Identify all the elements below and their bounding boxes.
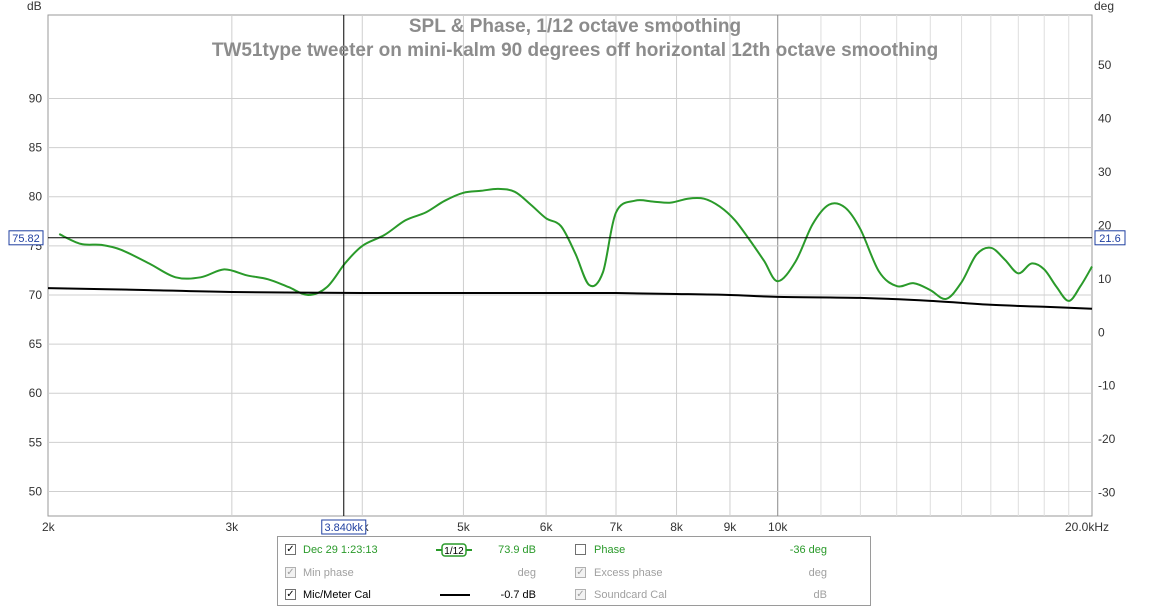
cursor-x-readout: 3.840kk	[325, 522, 364, 534]
legend-secondary-name[interactable]: Phase	[594, 544, 626, 556]
cursor-y-right-readout: 21.6	[1099, 233, 1120, 245]
cursor-y-right-readout-box	[1094, 230, 1126, 246]
y-right-tick-30: 30	[1098, 165, 1112, 179]
legend-checkbox[interactable]: ✓	[285, 589, 296, 600]
y-right-axis-ticks: -30 -20 -10 0 10 20 30 40 50	[1098, 58, 1116, 499]
cursor-y-left-readout-box	[8, 230, 44, 246]
y-right-tick--10: -10	[1098, 379, 1116, 393]
y-right-tick-10: 10	[1098, 272, 1112, 286]
chart-title: SPL & Phase, 1/12 octave smoothing	[409, 16, 741, 37]
x-tick-label-6k: 6k	[540, 520, 554, 534]
legend-smoothing-label: 1/12	[444, 546, 464, 557]
legend-row: ✓ Min phase deg ✓ Excess phase deg	[278, 562, 870, 584]
legend-secondary-value: deg	[808, 566, 827, 579]
y-left-tick-80: 80	[29, 190, 43, 204]
legend-series-name[interactable]: Dec 29 1:23:13	[303, 544, 378, 556]
x-tick-label-3k: 3k	[225, 520, 239, 534]
series-line-1	[47, 287, 1093, 310]
legend-checkbox[interactable]: ✓	[285, 566, 296, 578]
legend-secondary-value: -36 deg	[789, 544, 827, 556]
y-left-tick-60: 60	[29, 386, 43, 400]
series-line-0	[58, 187, 1093, 302]
legend-series-value: 73.9 dB	[498, 544, 536, 556]
legend-series-value: deg	[517, 566, 536, 579]
cursor-y-left-readout: 75.82	[12, 233, 40, 245]
y-right-tick-50: 50	[1098, 58, 1112, 72]
legend-panel: ✓ Dec 29 1:23:13 1/12 73.9 dB Phase -36 deg ✓ M…	[277, 536, 871, 606]
x-axis-ticks: 2k3k4k5k6k7k8k9k10k20.0kHz	[42, 520, 1109, 534]
y-right-tick-20: 20	[1098, 218, 1112, 232]
y-right-tick-0: 0	[1098, 325, 1105, 339]
legend-secondary-name[interactable]: Soundcard Cal	[594, 589, 667, 601]
legend-checkbox-secondary[interactable]: ✓	[575, 566, 586, 578]
x-tick-label-10k: 10k	[768, 520, 788, 534]
y-right-tick-40: 40	[1098, 112, 1112, 126]
legend-row: ✓ Dec 29 1:23:13 1/12 73.9 dB Phase -36 deg	[278, 539, 870, 561]
y-left-unit-label: dB	[27, 0, 42, 13]
legend-series-value: -0.7 dB	[500, 589, 536, 601]
data-series	[47, 187, 1093, 310]
legend-swatch[interactable]: 1/12	[436, 543, 472, 557]
legend-secondary-value: dB	[813, 589, 827, 601]
legend-series-name[interactable]: Mic/Meter Cal	[303, 589, 371, 601]
legend-swatch[interactable]	[436, 588, 472, 602]
legend-row: ✓ Mic/Meter Cal -0.7 dB ✓ Soundcard Cal dB	[278, 584, 870, 606]
y-left-tick-90: 90	[29, 92, 43, 106]
spl-phase-chart[interactable]: 2k3k4k5k6k7k8k9k10k20.0kHz 5055606570758…	[0, 0, 1150, 535]
legend-checkbox[interactable]: ✓	[285, 544, 296, 555]
y-left-tick-65: 65	[29, 337, 43, 351]
plot-area[interactable]	[47, 14, 1093, 517]
chart-subtitle: TW51type tweeter on mini-kalm 90 degrees…	[212, 40, 938, 61]
y-right-unit-label: deg	[1094, 0, 1114, 13]
y-left-tick-55: 55	[29, 435, 43, 449]
legend-secondary-name[interactable]: Excess phase	[594, 566, 663, 579]
x-tick-label-20.0kHz: 20.0kHz	[1065, 520, 1109, 534]
legend-checkbox-secondary[interactable]: ✓	[575, 589, 586, 600]
y-right-tick--20: -20	[1098, 432, 1116, 446]
y-left-tick-50: 50	[29, 484, 43, 498]
cursor-crosshair[interactable]: 3.840kk 75.82 21.6	[8, 15, 1126, 535]
y-left-tick-70: 70	[29, 288, 43, 302]
x-tick-label-2k: 2k	[42, 520, 56, 534]
y-right-tick--30: -30	[1098, 485, 1116, 499]
legend-checkbox-secondary[interactable]	[575, 544, 586, 555]
cursor-x-readout-box	[321, 519, 367, 535]
x-tick-label-8k: 8k	[670, 520, 684, 534]
y-left-tick-85: 85	[29, 141, 43, 155]
x-tick-label-9k: 9k	[724, 520, 738, 534]
x-tick-label-7k: 7k	[610, 520, 624, 534]
grid-lines	[48, 15, 1092, 516]
x-tick-label-5k: 5k	[457, 520, 471, 534]
legend-series-name[interactable]: Min phase	[303, 566, 354, 579]
